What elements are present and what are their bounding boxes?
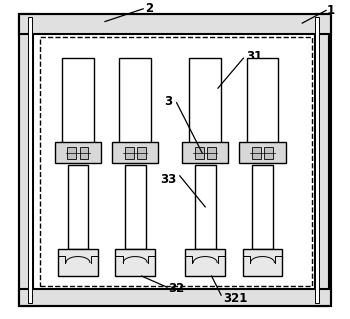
Bar — [19, 289, 331, 306]
Bar — [125, 165, 146, 249]
Bar — [58, 249, 98, 276]
Text: 3: 3 — [164, 94, 172, 108]
Bar — [137, 147, 146, 159]
Bar — [182, 142, 228, 163]
Bar — [68, 147, 76, 159]
Bar — [119, 58, 151, 144]
Bar — [62, 58, 94, 144]
Bar — [195, 165, 216, 249]
Bar — [33, 34, 317, 289]
Bar — [186, 249, 225, 276]
Text: 33: 33 — [160, 173, 177, 186]
Text: 32: 32 — [169, 282, 185, 295]
Text: 1: 1 — [327, 4, 335, 17]
Bar — [116, 249, 155, 276]
Bar — [264, 147, 273, 159]
Bar — [112, 142, 158, 163]
Bar — [252, 165, 273, 249]
Bar — [195, 147, 204, 159]
Bar — [207, 147, 216, 159]
Bar — [243, 249, 282, 276]
Text: 31: 31 — [247, 50, 263, 63]
Bar — [247, 58, 278, 144]
Bar — [40, 37, 312, 286]
Bar — [68, 165, 88, 249]
Bar — [315, 14, 329, 306]
Text: 2: 2 — [145, 2, 153, 15]
Bar — [79, 147, 89, 159]
Bar — [239, 142, 286, 163]
Bar — [55, 142, 101, 163]
Bar — [125, 147, 134, 159]
Bar — [252, 147, 261, 159]
Bar — [189, 58, 221, 144]
Bar — [19, 14, 33, 306]
Text: 321: 321 — [223, 292, 247, 305]
Bar — [28, 17, 32, 303]
Bar — [315, 17, 319, 303]
Bar — [19, 14, 331, 34]
